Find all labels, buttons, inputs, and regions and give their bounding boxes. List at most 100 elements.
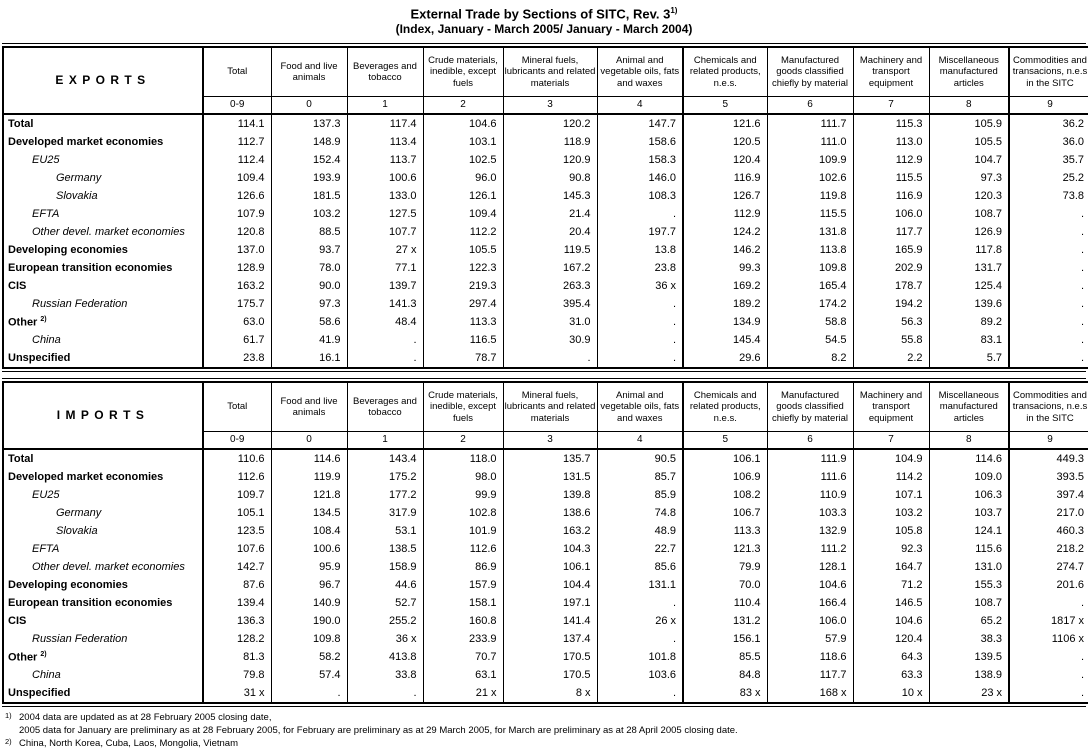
column-code-3: 3 bbox=[502, 430, 598, 450]
value-cell: 137.4 bbox=[502, 629, 597, 648]
value-cell: . bbox=[596, 330, 683, 349]
value-cell: 104.6 bbox=[852, 611, 929, 630]
table-row: EFTA 107.9 103.2 127.5 109.4 21.4. 112.9 115.5 1… bbox=[3, 204, 1088, 223]
value-cell: 38.3 bbox=[928, 629, 1009, 648]
value-cell: 105.5 bbox=[928, 132, 1009, 151]
value-cell: 158.6 bbox=[596, 132, 683, 151]
imports-table: IMPORTS Total Food and live animals Bevera… bbox=[2, 380, 1088, 704]
value-cell: 156.1 bbox=[682, 629, 767, 648]
column-code-1: 1 bbox=[346, 430, 424, 450]
value-cell: 145.3 bbox=[502, 186, 597, 205]
value-cell: 16.1 bbox=[270, 348, 347, 368]
value-cell: 201.6 bbox=[1008, 575, 1088, 594]
value-cell: . bbox=[1008, 204, 1088, 223]
value-cell: 101.9 bbox=[422, 521, 503, 540]
value-cell: . bbox=[596, 294, 683, 313]
value-cell: 58.2 bbox=[270, 647, 347, 666]
column-code-2: 2 bbox=[422, 430, 504, 450]
value-cell: . bbox=[1008, 222, 1088, 241]
value-cell: 125.4 bbox=[928, 276, 1009, 295]
value-cell: 104.6 bbox=[766, 575, 853, 594]
value-cell: 147.7 bbox=[596, 113, 683, 133]
value-cell: 106.1 bbox=[502, 557, 597, 576]
value-cell: 108.4 bbox=[270, 521, 347, 540]
value-cell: 134.9 bbox=[682, 312, 767, 331]
value-cell: 158.9 bbox=[346, 557, 423, 576]
imports-column-codes-row: 0-9 0 1 2 3 4 5 6 7 8 9 bbox=[3, 430, 1088, 450]
column-header-sitc-7: Machinery and transport equipment bbox=[852, 46, 930, 97]
value-cell: 108.3 bbox=[596, 186, 683, 205]
value-cell: 131.5 bbox=[502, 467, 597, 486]
value-cell: 397.4 bbox=[1008, 485, 1088, 504]
value-cell: 21 x bbox=[422, 683, 503, 703]
value-cell: 146.0 bbox=[596, 168, 683, 187]
exports-section-title: EXPORTS bbox=[2, 46, 204, 115]
value-cell: 85.9 bbox=[596, 485, 683, 504]
value-cell: 21.4 bbox=[502, 204, 597, 223]
value-cell: 92.3 bbox=[852, 539, 929, 558]
value-cell: 202.9 bbox=[852, 258, 929, 277]
value-cell: 93.7 bbox=[270, 240, 347, 259]
exports-column-codes-row: 0-9 0 1 2 3 4 5 6 7 8 9 bbox=[3, 95, 1088, 115]
footnote-text: 2004 data are updated as at 28 February … bbox=[19, 711, 272, 723]
value-cell: 102.8 bbox=[422, 503, 503, 522]
value-cell: 23.8 bbox=[596, 258, 683, 277]
value-cell: 36.2 bbox=[1008, 113, 1088, 133]
value-cell: . bbox=[1008, 312, 1088, 331]
exports-column-headers-row: EXPORTS Total Food and live animals Bevera… bbox=[2, 46, 1088, 115]
value-cell: 113.7 bbox=[346, 150, 423, 169]
row-label: China bbox=[3, 665, 204, 684]
value-cell: 99.9 bbox=[422, 485, 503, 504]
value-cell: 104.4 bbox=[502, 575, 597, 594]
value-cell: 141.3 bbox=[346, 294, 423, 313]
value-cell: 189.2 bbox=[682, 294, 767, 313]
value-cell: 99.3 bbox=[682, 258, 767, 277]
imports-section-title: IMPORTS bbox=[2, 381, 204, 450]
value-cell: 155.3 bbox=[928, 575, 1009, 594]
row-label: China bbox=[3, 330, 204, 349]
row-label: European transition economies bbox=[3, 258, 204, 277]
value-cell: 111.7 bbox=[766, 113, 853, 133]
value-cell: 128.1 bbox=[766, 557, 853, 576]
value-cell: 5.7 bbox=[928, 348, 1009, 368]
table-row: EFTA 107.6 100.6 138.5 112.6 104.3 22.7 121.3 11… bbox=[3, 539, 1088, 558]
value-cell: 113.8 bbox=[766, 240, 853, 259]
value-cell: 138.6 bbox=[502, 503, 597, 522]
value-cell: 158.3 bbox=[596, 150, 683, 169]
footnotes: 1) 2004 data are updated as at 28 Februar… bbox=[2, 710, 1086, 750]
footnote-marker: 1) bbox=[5, 710, 12, 720]
value-cell: 110.9 bbox=[766, 485, 853, 504]
footnote-line: 2005 data for January are preliminary as… bbox=[2, 725, 1086, 738]
value-cell: 137.0 bbox=[202, 240, 271, 259]
column-header-sitc-0-9: Total bbox=[202, 381, 272, 432]
value-cell: 137.3 bbox=[270, 113, 347, 133]
value-cell: 56.3 bbox=[852, 312, 929, 331]
value-cell: . bbox=[596, 204, 683, 223]
value-cell: 120.3 bbox=[928, 186, 1009, 205]
imports-table-body: Total 110.6 114.6 143.4 118.0 135.7 90.5 106.1 1… bbox=[3, 448, 1088, 703]
value-cell: 48.4 bbox=[346, 312, 423, 331]
table-row: Other devel. market economies 142.7 95.9 15… bbox=[3, 557, 1088, 576]
value-cell: 134.5 bbox=[270, 503, 347, 522]
value-cell: 140.9 bbox=[270, 593, 347, 612]
value-cell: 122.3 bbox=[422, 258, 503, 277]
value-cell: 63.0 bbox=[202, 312, 271, 331]
value-cell: 83.1 bbox=[928, 330, 1009, 349]
value-cell: 112.2 bbox=[422, 222, 503, 241]
value-cell: 109.0 bbox=[928, 467, 1009, 486]
value-cell: 170.5 bbox=[502, 665, 597, 684]
value-cell: 169.2 bbox=[682, 276, 767, 295]
value-cell: 131.0 bbox=[928, 557, 1009, 576]
exports-table-body: Total 114.1 137.3 117.4 104.6 120.2 147.7 121.6… bbox=[3, 113, 1088, 368]
value-cell: 118.0 bbox=[422, 448, 503, 468]
value-cell: 115.6 bbox=[928, 539, 1009, 558]
page-title: External Trade by Sections of SITC, Rev.… bbox=[2, 6, 1086, 22]
value-cell: 102.6 bbox=[766, 168, 853, 187]
value-cell: 120.2 bbox=[502, 113, 597, 133]
value-cell: 164.7 bbox=[852, 557, 929, 576]
value-cell: 139.6 bbox=[928, 294, 1009, 313]
value-cell: 79.9 bbox=[682, 557, 767, 576]
value-cell: 165.9 bbox=[852, 240, 929, 259]
column-header-sitc-9: Commodities and transacions, n.e.s in th… bbox=[1008, 381, 1088, 432]
table-row: Developing economies 87.6 96.7 44.6 157.9 104… bbox=[3, 575, 1088, 594]
